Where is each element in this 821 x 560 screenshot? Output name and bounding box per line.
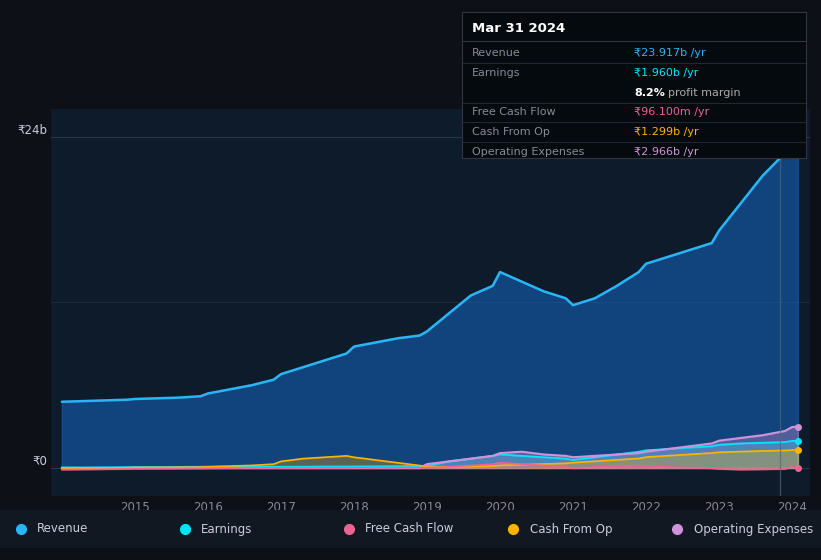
Text: profit margin: profit margin xyxy=(668,87,741,97)
Text: Free Cash Flow: Free Cash Flow xyxy=(365,522,454,535)
Text: 8.2%: 8.2% xyxy=(634,87,665,97)
Text: Mar 31 2024: Mar 31 2024 xyxy=(472,22,566,35)
Text: ₹24b: ₹24b xyxy=(17,124,47,137)
Text: ₹1.299b /yr: ₹1.299b /yr xyxy=(634,127,699,137)
Text: Cash From Op: Cash From Op xyxy=(472,127,550,137)
Text: ₹2.966b /yr: ₹2.966b /yr xyxy=(634,147,699,157)
Text: Free Cash Flow: Free Cash Flow xyxy=(472,108,556,118)
Text: Operating Expenses: Operating Expenses xyxy=(472,147,585,157)
Text: ₹96.100m /yr: ₹96.100m /yr xyxy=(634,108,709,118)
Text: Earnings: Earnings xyxy=(201,522,253,535)
Text: ₹23.917b /yr: ₹23.917b /yr xyxy=(634,48,705,58)
Text: Earnings: Earnings xyxy=(472,68,521,78)
Text: Revenue: Revenue xyxy=(472,48,521,58)
Text: Operating Expenses: Operating Expenses xyxy=(694,522,813,535)
Text: Revenue: Revenue xyxy=(37,522,89,535)
Text: ₹0: ₹0 xyxy=(32,455,47,468)
Text: Cash From Op: Cash From Op xyxy=(530,522,612,535)
Text: ₹1.960b /yr: ₹1.960b /yr xyxy=(634,68,699,78)
